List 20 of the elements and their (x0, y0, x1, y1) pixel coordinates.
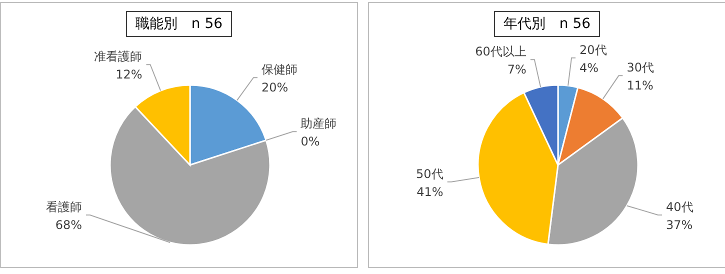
slice-label: 50代 (416, 166, 444, 181)
category-label: 助産師 (300, 116, 337, 131)
slice-label: 20代 (580, 42, 607, 57)
data-label: 20% (261, 80, 288, 95)
slice-label: 保健師 (261, 62, 298, 77)
slice-label: 准看護師 (94, 50, 142, 64)
data-label: 7% (507, 62, 526, 77)
data-label: 11% (626, 78, 654, 93)
data-label: 12% (116, 68, 142, 82)
data-label: 68% (55, 218, 82, 232)
text: 0% (300, 134, 320, 149)
data-label: 41% (416, 184, 444, 199)
data-label: 4% (580, 60, 599, 75)
data-label: 37% (666, 218, 693, 232)
chart-title: 職能別 n 56 (126, 11, 232, 37)
slice-label: 看護師 (46, 200, 82, 214)
slice-label: 60代以上 (475, 44, 526, 59)
slice-label: 40代 (666, 200, 694, 214)
slice-label: 30代 (626, 60, 654, 75)
chart-title: 年代別 n 56 (494, 11, 600, 37)
